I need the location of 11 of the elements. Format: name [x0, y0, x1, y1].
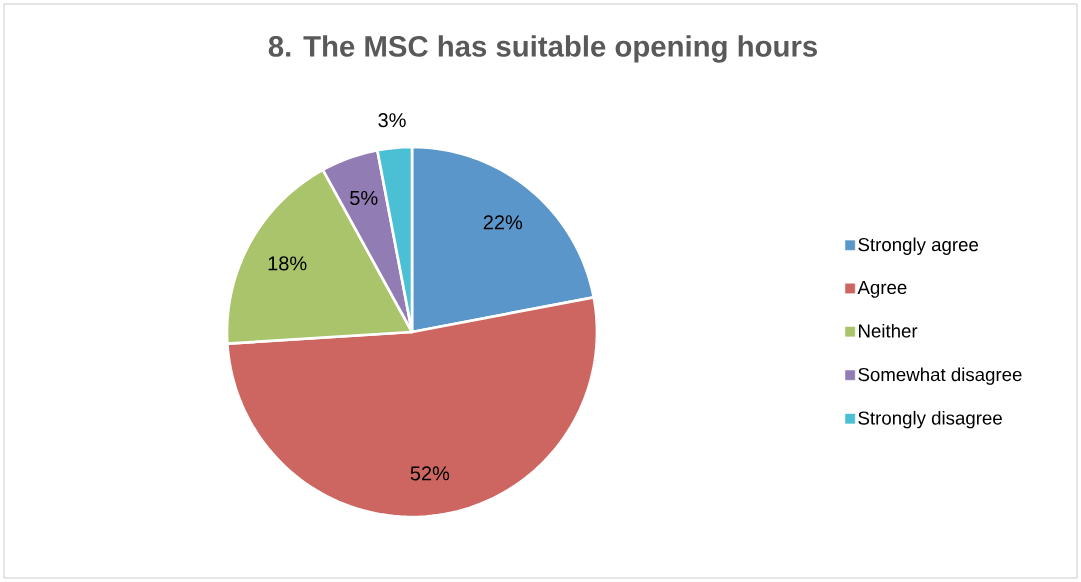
data-label: 22% — [483, 215, 523, 230]
legend-label: Neither — [859, 323, 918, 338]
legend-label: Strongly disagree — [858, 410, 1002, 429]
legend-label: Somewhat disagree — [858, 367, 1022, 385]
legend-label: Strongly agree — [858, 237, 979, 255]
data-label: 3% — [378, 113, 406, 128]
legend-label: Agree — [857, 281, 907, 298]
data-label: 5% — [350, 190, 378, 205]
data-label: 52% — [410, 466, 450, 481]
data-label: 18% — [268, 256, 307, 271]
chart-title: 8. The MSC has suitable opening hours — [268, 35, 817, 63]
